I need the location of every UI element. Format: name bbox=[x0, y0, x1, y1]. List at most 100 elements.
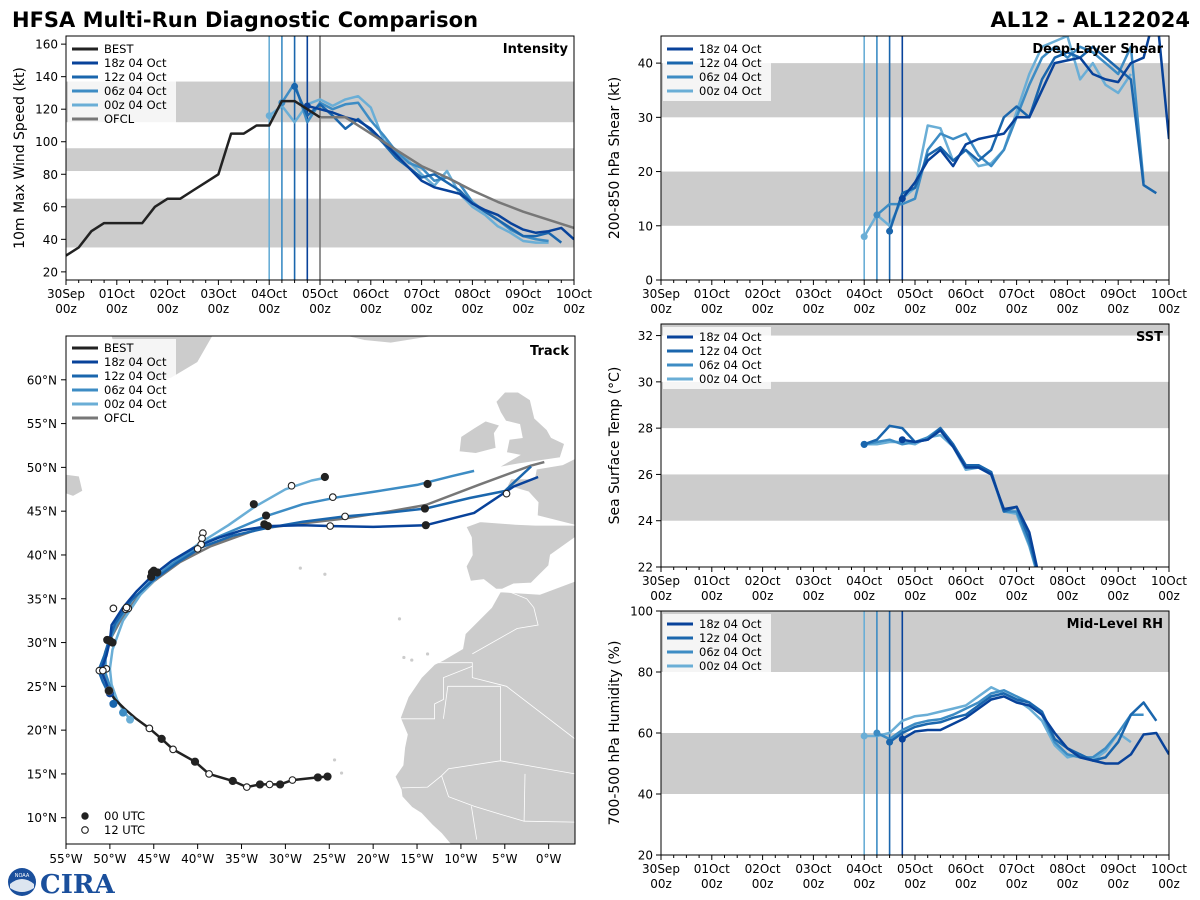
figure-title: HFSA Multi-Run Diagnostic Comparison bbox=[12, 8, 478, 32]
track-point-00utc bbox=[157, 734, 166, 743]
country-border bbox=[472, 589, 539, 655]
newfoundland-landmass bbox=[66, 473, 84, 497]
x-tick-hour: 00z bbox=[853, 302, 875, 316]
map-frame bbox=[65, 335, 576, 845]
legend-label: 06z 04 Oct bbox=[699, 645, 762, 659]
track-point-12utc bbox=[122, 603, 131, 612]
x-tick-date: 07Oct bbox=[999, 287, 1035, 301]
x-tick-date: 30Sep bbox=[47, 287, 85, 301]
britain-landmass bbox=[495, 391, 565, 468]
lat-tick-label: 20°N bbox=[27, 724, 57, 738]
x-tick-date: 30Sep bbox=[642, 862, 680, 876]
country-border bbox=[441, 775, 575, 823]
series-line bbox=[320, 116, 574, 230]
x-tick-hour: 00z bbox=[411, 302, 433, 316]
panel-title: Track bbox=[530, 344, 569, 359]
x-tick-hour: 00z bbox=[904, 877, 926, 891]
noaa-wave-icon bbox=[10, 879, 34, 892]
x-tick-hour: 00z bbox=[701, 589, 723, 603]
legend-marker-12utc bbox=[81, 826, 89, 834]
x-tick-hour: 00z bbox=[208, 302, 230, 316]
x-tick-hour: 00z bbox=[1107, 877, 1129, 891]
y-tick-label: 10 bbox=[638, 219, 653, 233]
lon-tick-label: 10°W bbox=[444, 852, 477, 866]
track-point-00utc bbox=[255, 780, 265, 789]
legend-label: 00 UTC bbox=[104, 809, 145, 823]
track-point-12utc bbox=[242, 783, 251, 791]
y-tick-label: 28 bbox=[638, 422, 653, 436]
country-border bbox=[471, 806, 478, 840]
x-tick-hour: 00z bbox=[650, 302, 672, 316]
x-tick-date: 03Oct bbox=[795, 287, 831, 301]
legend-label: 12z 04 Oct bbox=[699, 56, 762, 70]
series-line bbox=[293, 85, 563, 244]
iberia-landmass bbox=[465, 521, 575, 590]
x-tick-hour: 00z bbox=[701, 877, 723, 891]
island-landmass bbox=[425, 652, 430, 656]
x-tick-date: 06Oct bbox=[948, 574, 984, 588]
ireland-landmass bbox=[458, 420, 501, 454]
x-tick-hour: 00z bbox=[853, 877, 875, 891]
legend-label: 00z 04 Oct bbox=[104, 397, 167, 411]
legend-label: BEST bbox=[104, 42, 134, 56]
legend-label: 00z 04 Oct bbox=[699, 84, 762, 98]
y-tick-label: 40 bbox=[43, 233, 58, 247]
track-start-marker bbox=[109, 699, 118, 708]
legend-label: OFCL bbox=[104, 112, 135, 126]
x-tick-date: 07Oct bbox=[999, 862, 1035, 876]
lon-tick-label: 50°W bbox=[93, 852, 126, 866]
y-tick-label: 60 bbox=[638, 727, 653, 741]
track-point-12utc bbox=[326, 522, 335, 530]
series-line bbox=[888, 692, 1158, 762]
track-point-12utc bbox=[341, 512, 349, 521]
lon-tick-label: 35°W bbox=[225, 852, 258, 866]
map-area bbox=[66, 336, 575, 844]
x-tick-date: 08Oct bbox=[454, 287, 490, 301]
track-point-12utc bbox=[265, 780, 274, 789]
x-tick-hour: 00z bbox=[1006, 877, 1028, 891]
y-axis-label: 10m Max Wind Speed (kt) bbox=[12, 67, 28, 249]
track-line bbox=[99, 475, 539, 692]
sst-panel: 30Sep00z01Oct00z02Oct00z03Oct00z04Oct00z… bbox=[607, 323, 1187, 603]
x-tick-date: 02Oct bbox=[745, 574, 781, 588]
y-tick-label: 60 bbox=[43, 200, 58, 214]
y-tick-label: 120 bbox=[35, 103, 58, 117]
country-border bbox=[443, 685, 501, 761]
x-tick-date: 09Oct bbox=[1100, 287, 1136, 301]
x-tick-date: 01Oct bbox=[694, 862, 730, 876]
x-tick-hour: 00z bbox=[360, 302, 382, 316]
x-tick-date: 03Oct bbox=[795, 862, 831, 876]
x-tick-hour: 00z bbox=[1057, 589, 1079, 603]
track-panel: 55°W 50°W 45°W 40°W 35°W 30°W 25°W 20°W 15°W 10°W… bbox=[27, 335, 576, 866]
legend-label: 18z 04 Oct bbox=[104, 56, 167, 70]
x-tick-date: 04Oct bbox=[251, 287, 287, 301]
x-tick-hour: 00z bbox=[752, 302, 774, 316]
africa-landmass bbox=[394, 580, 575, 844]
series-start-marker bbox=[860, 732, 868, 740]
x-tick-date: 02Oct bbox=[745, 862, 781, 876]
y-tick-label: 30 bbox=[638, 375, 653, 389]
x-tick-date: 02Oct bbox=[745, 287, 781, 301]
y-tick-label: 20 bbox=[638, 849, 653, 863]
y-tick-label: 0 bbox=[645, 274, 653, 288]
x-tick-date: 08Oct bbox=[1049, 287, 1085, 301]
lat-tick-label: 10°N bbox=[27, 811, 57, 825]
y-tick-label: 40 bbox=[638, 57, 653, 71]
series-start-marker bbox=[886, 738, 894, 746]
track-point-12utc bbox=[502, 489, 511, 498]
legend-label: 06z 04 Oct bbox=[699, 70, 762, 84]
x-tick-hour: 00z bbox=[512, 302, 534, 316]
x-tick-hour: 00z bbox=[563, 302, 585, 316]
lon-tick-label: 40°W bbox=[181, 852, 214, 866]
series-start-marker bbox=[898, 436, 906, 444]
x-tick-hour: 00z bbox=[904, 589, 926, 603]
legend-label: 06z 04 Oct bbox=[104, 84, 167, 98]
legend-label: 18z 04 Oct bbox=[699, 330, 762, 344]
y-tick-label: 160 bbox=[35, 38, 58, 52]
y-tick-label: 32 bbox=[638, 329, 653, 343]
x-tick-hour: 00z bbox=[157, 302, 179, 316]
